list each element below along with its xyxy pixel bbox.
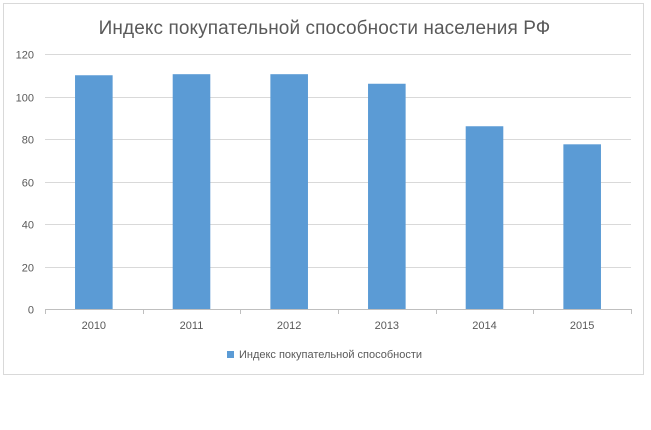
y-tick-label: 120 <box>16 50 34 62</box>
y-tick-label: 20 <box>22 263 34 275</box>
bar-2010 <box>75 75 113 309</box>
grid-lines <box>45 54 632 314</box>
bar-2013 <box>368 83 406 309</box>
y-tick-labels: 0 20 40 60 80 100 120 <box>16 50 34 317</box>
x-tick-label: 2011 <box>180 320 204 332</box>
y-tick-label: 100 <box>16 93 34 105</box>
x-tick-label: 2013 <box>375 320 399 332</box>
x-tick-label: 2010 <box>82 320 106 332</box>
bar-2015 <box>563 144 601 309</box>
chart-plot: 0 20 40 60 80 100 120 2010 2011 2012 2013 2014 2015 <box>16 50 632 332</box>
bar-2012 <box>270 74 308 309</box>
x-tick-label: 2012 <box>277 320 301 332</box>
y-tick-label: 80 <box>22 135 34 147</box>
y-tick-label: 60 <box>22 178 34 190</box>
bar-2011 <box>172 74 211 309</box>
y-tick-label: 40 <box>22 220 34 232</box>
chart-frame: Индекс покупательной способности населен… <box>3 3 644 375</box>
x-tick-label: 2015 <box>570 320 594 332</box>
bar-2014 <box>465 126 504 309</box>
legend: Индекс покупательной способности <box>4 349 645 361</box>
y-tick-label: 0 <box>28 305 34 317</box>
x-tick-label: 2014 <box>472 320 496 332</box>
legend-swatch <box>226 350 234 358</box>
legend-label: Индекс покупательной способности <box>238 349 423 361</box>
chart-title: Индекс покупательной способности населен… <box>98 18 551 39</box>
x-tick-labels: 2010 2011 2012 2013 2014 2015 <box>82 320 595 332</box>
bars <box>75 74 601 309</box>
